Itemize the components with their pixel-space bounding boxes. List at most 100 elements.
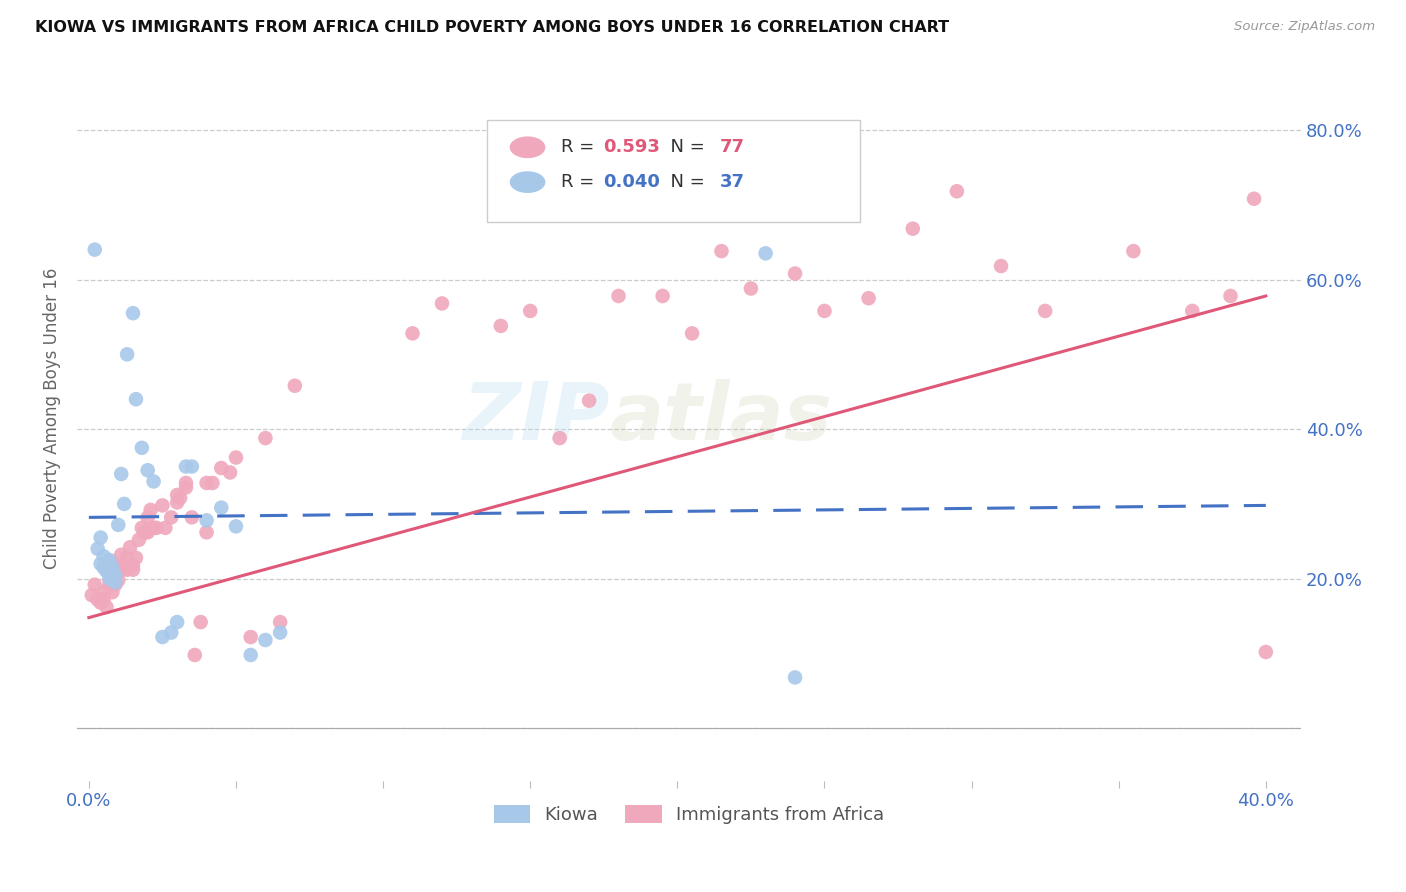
Point — [166, 488, 188, 502]
Point — [651, 289, 673, 303]
Point — [110, 563, 132, 577]
Text: atlas: atlas — [610, 379, 832, 457]
Point — [80, 588, 103, 602]
Point — [195, 475, 218, 490]
Point — [96, 564, 118, 578]
Point — [142, 521, 165, 535]
Point — [101, 555, 124, 569]
Point — [110, 548, 132, 562]
Point — [710, 244, 733, 259]
Text: Source: ZipAtlas.com: Source: ZipAtlas.com — [1234, 20, 1375, 33]
Point — [98, 572, 121, 586]
Point — [101, 563, 124, 577]
Point — [169, 491, 191, 505]
Point — [174, 475, 197, 490]
Point — [122, 306, 145, 320]
Point — [90, 596, 112, 610]
Point — [115, 347, 138, 361]
Point — [755, 246, 778, 260]
Point — [1181, 304, 1204, 318]
Point — [101, 568, 124, 582]
Point — [90, 531, 112, 545]
Point — [401, 326, 423, 341]
Point — [104, 577, 127, 591]
Text: ZIP: ZIP — [463, 379, 610, 457]
Text: N =: N = — [658, 173, 710, 191]
Point — [190, 615, 212, 629]
Text: 0.040: 0.040 — [603, 173, 661, 191]
Circle shape — [510, 172, 544, 193]
Point — [239, 630, 262, 644]
Point — [115, 550, 138, 565]
Point — [166, 615, 188, 629]
Point — [783, 670, 806, 684]
Point — [174, 459, 197, 474]
Point — [152, 630, 174, 644]
Point — [86, 592, 108, 607]
Point — [112, 558, 135, 573]
Point — [489, 318, 512, 333]
Point — [152, 499, 174, 513]
Point — [86, 541, 108, 556]
Point — [96, 600, 118, 615]
Point — [607, 289, 630, 303]
Point — [269, 615, 291, 629]
Point — [128, 533, 150, 547]
Text: 77: 77 — [720, 138, 745, 156]
Point — [93, 549, 115, 564]
Point — [110, 467, 132, 481]
Point — [209, 461, 232, 475]
Point — [90, 557, 112, 571]
Point — [160, 625, 183, 640]
Point — [83, 577, 105, 591]
Y-axis label: Child Poverty Among Boys Under 16: Child Poverty Among Boys Under 16 — [44, 268, 60, 568]
Point — [107, 573, 129, 587]
Point — [134, 525, 156, 540]
Point — [946, 184, 969, 198]
Text: R =: R = — [561, 138, 599, 156]
Point — [104, 568, 127, 582]
Point — [1243, 192, 1265, 206]
Point — [98, 553, 121, 567]
Point — [120, 541, 142, 555]
Point — [131, 441, 153, 455]
Point — [1033, 304, 1056, 318]
Text: KIOWA VS IMMIGRANTS FROM AFRICA CHILD POVERTY AMONG BOYS UNDER 16 CORRELATION CH: KIOWA VS IMMIGRANTS FROM AFRICA CHILD PO… — [35, 20, 949, 35]
Text: 37: 37 — [720, 173, 745, 191]
Point — [219, 466, 242, 480]
Point — [136, 463, 159, 477]
Point — [122, 558, 145, 573]
Point — [83, 243, 105, 257]
Point — [180, 510, 202, 524]
Point — [96, 557, 118, 571]
Point — [578, 393, 600, 408]
Point — [813, 304, 835, 318]
Point — [125, 550, 148, 565]
Point — [93, 592, 115, 607]
Point — [101, 560, 124, 574]
Point — [160, 510, 183, 524]
Point — [195, 513, 218, 527]
Point — [1254, 645, 1277, 659]
Point — [93, 560, 115, 574]
Point — [131, 521, 153, 535]
Point — [1219, 289, 1241, 303]
Text: 0.593: 0.593 — [603, 138, 661, 156]
Point — [136, 525, 159, 540]
Point — [284, 378, 307, 392]
Point — [209, 500, 232, 515]
Point — [122, 563, 145, 577]
Point — [112, 497, 135, 511]
Point — [519, 304, 541, 318]
Point — [101, 585, 124, 599]
Text: N =: N = — [658, 138, 710, 156]
Point — [107, 517, 129, 532]
Point — [858, 291, 880, 305]
Point — [98, 577, 121, 591]
Point — [184, 648, 207, 662]
Point — [740, 281, 762, 295]
Point — [174, 480, 197, 494]
Point — [783, 267, 806, 281]
Circle shape — [510, 137, 544, 157]
Point — [115, 563, 138, 577]
